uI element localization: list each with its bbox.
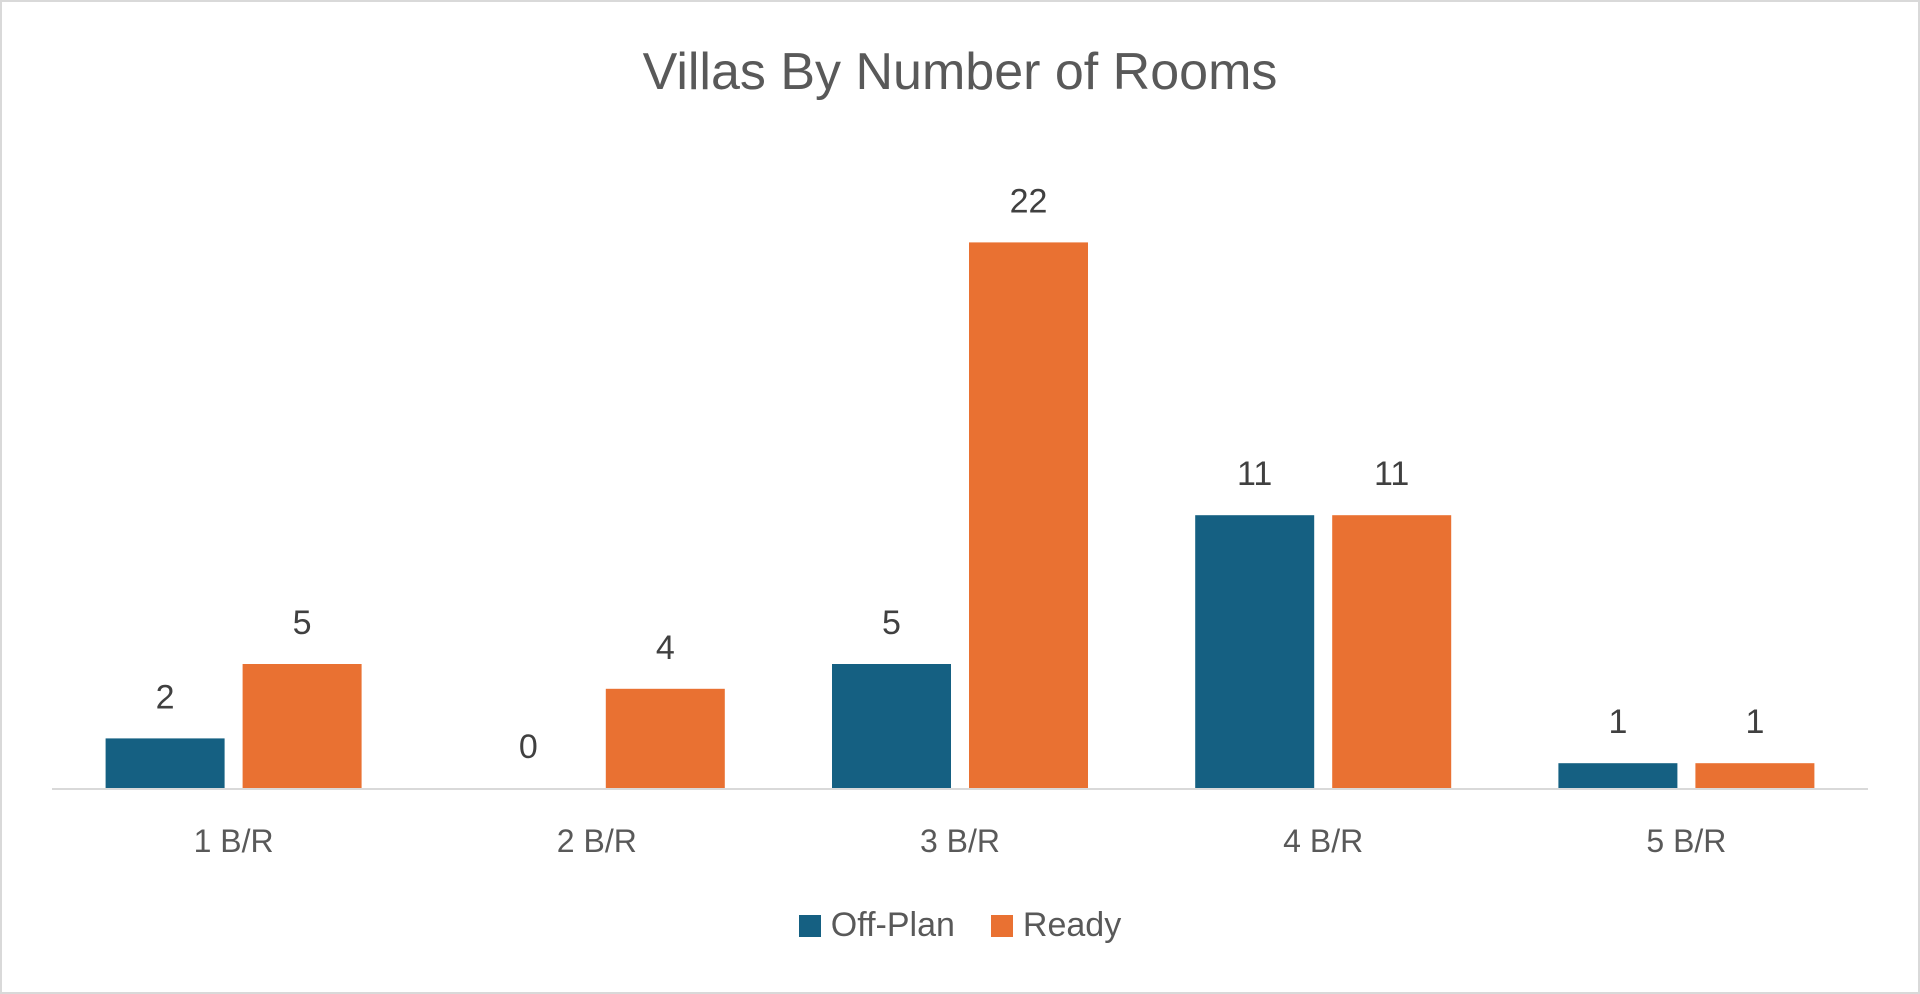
- legend-item-ready: Ready: [990, 906, 1122, 945]
- data-label-ready-1-b-r: 5: [293, 604, 312, 642]
- bar-ready-2-b-r: [605, 688, 725, 788]
- data-label-off-plan-2-b-r: 0: [519, 728, 538, 766]
- chart-title: Villas By Number of Rooms: [642, 43, 1278, 101]
- bar-off-plan-5-b-r: [1558, 763, 1678, 788]
- bar-ready-3-b-r: [969, 242, 1088, 788]
- bar-off-plan-4-b-r: [1195, 515, 1315, 788]
- legend-label-ready: Ready: [1022, 906, 1122, 944]
- bar-ready-1-b-r: [242, 664, 362, 788]
- bar-off-plan-1-b-r: [105, 738, 225, 788]
- data-label-ready-5-b-r: 1: [1745, 703, 1764, 741]
- data-label-off-plan-3-b-r: 5: [882, 604, 901, 642]
- data-label-ready-3-b-r: 22: [1010, 182, 1048, 220]
- legend-swatch-ready: [990, 914, 1013, 937]
- x-tick-label-5-b-r: 5 B/R: [1646, 823, 1726, 859]
- x-tick-label-3-b-r: 3 B/R: [920, 823, 1000, 859]
- legend-swatch-off-plan: [798, 914, 821, 937]
- legend-item-off-plan: Off-Plan: [798, 906, 955, 945]
- bar-ready-4-b-r: [1332, 515, 1452, 788]
- x-tick-label-4-b-r: 4 B/R: [1283, 823, 1363, 859]
- data-label-off-plan-5-b-r: 1: [1608, 703, 1627, 741]
- legend-label-off-plan: Off-Plan: [830, 906, 955, 944]
- bar-ready-5-b-r: [1695, 763, 1815, 788]
- x-tick-label-2-b-r: 2 B/R: [557, 823, 637, 859]
- data-label-ready-2-b-r: 4: [656, 629, 675, 667]
- data-label-off-plan-1-b-r: 2: [156, 678, 175, 716]
- x-tick-label-1-b-r: 1 B/R: [194, 823, 274, 859]
- chart-legend: Off-Plan Ready: [2, 906, 1918, 945]
- bar-off-plan-3-b-r: [832, 664, 951, 788]
- data-label-off-plan-4-b-r: 11: [1237, 455, 1272, 493]
- data-label-ready-4-b-r: 11: [1374, 455, 1409, 493]
